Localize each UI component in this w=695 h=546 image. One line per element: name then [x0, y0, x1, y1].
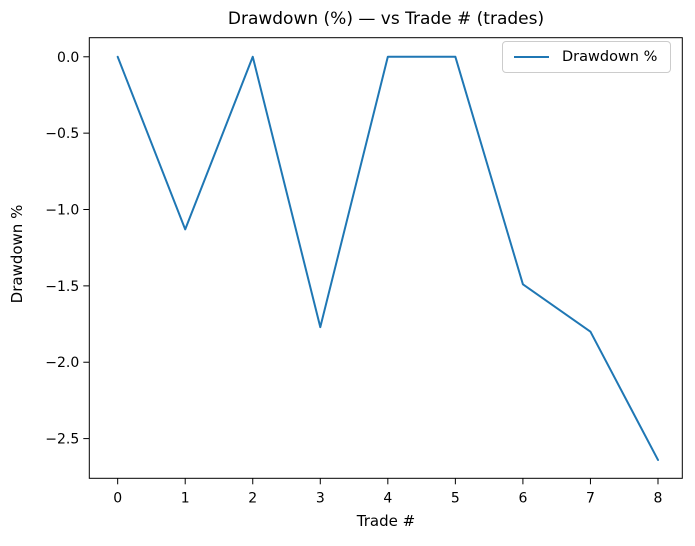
x-tick-label: 0	[113, 490, 122, 506]
chart-title: Drawdown (%) — vs Trade # (trades)	[227, 9, 545, 29]
x-tick-label: 7	[586, 490, 595, 506]
drawdown-line	[116, 55, 659, 461]
legend: Drawdown %	[502, 41, 671, 73]
y-axis-label: Drawdown %	[8, 204, 26, 304]
y-tick-label: −1.5	[45, 279, 79, 295]
x-tick-label: 1	[181, 490, 190, 506]
x-tick-label: 5	[451, 490, 460, 506]
x-tick-label: 4	[383, 490, 392, 506]
legend-label: Drawdown %	[562, 49, 658, 65]
x-tick-label: 3	[316, 490, 325, 506]
x-tick-label: 6	[518, 490, 527, 506]
axes-frame	[88, 37, 683, 479]
x-axis-label: Trade #	[356, 512, 416, 530]
y-tick-label: −2.5	[45, 432, 79, 448]
y-tick-label: −0.5	[45, 126, 79, 142]
legend-line-sample	[514, 56, 549, 58]
x-tick-label: 2	[248, 490, 257, 506]
x-tick-label: 8	[654, 490, 663, 506]
y-tick-label: −2.0	[45, 355, 79, 371]
y-tick-label: 0.0	[57, 50, 79, 66]
y-tick-label: −1.0	[45, 203, 79, 219]
